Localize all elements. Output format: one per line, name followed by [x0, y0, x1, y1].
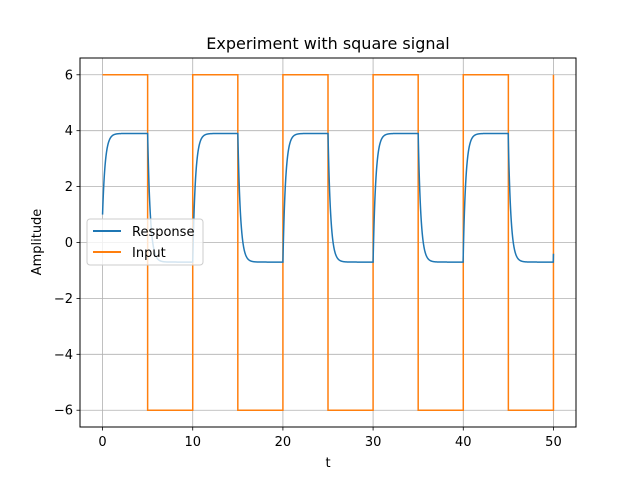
- chart-title: Experiment with square signal: [206, 34, 449, 53]
- x-tick-label: 40: [455, 435, 472, 450]
- x-tick-label: 0: [98, 435, 106, 450]
- ticks: 0 10 20 30 40 50 −6 −4 −2 0 2 4 6: [54, 68, 562, 450]
- legend: Response Input: [86, 218, 204, 266]
- legend-label-response: Response: [132, 225, 194, 240]
- y-tick-label: 0: [65, 236, 73, 251]
- x-tick-label: 50: [545, 435, 562, 450]
- legend-label-input: Input: [132, 246, 166, 261]
- x-tick-label: 20: [275, 435, 292, 450]
- y-tick-label: −6: [54, 404, 73, 419]
- y-tick-label: −2: [54, 292, 73, 307]
- x-tick-label: 10: [184, 435, 201, 450]
- y-tick-label: 4: [65, 124, 73, 139]
- x-axis-label: t: [325, 456, 330, 471]
- series-line-input: [102, 74, 555, 411]
- y-axis-label: Amplitude: [30, 209, 45, 276]
- y-tick-label: 6: [65, 68, 73, 83]
- x-tick-label: 30: [365, 435, 382, 450]
- y-tick-label: 2: [65, 180, 73, 195]
- y-tick-label: −4: [54, 348, 73, 363]
